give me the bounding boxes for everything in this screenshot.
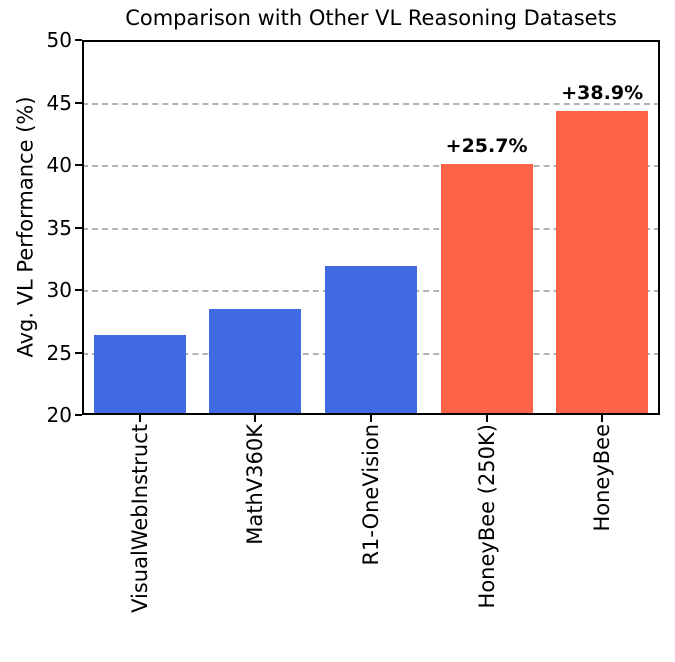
x-tick-mark xyxy=(485,415,488,422)
y-tick-mark xyxy=(75,39,82,41)
bar xyxy=(556,111,649,415)
bar xyxy=(440,163,533,415)
y-tick-mark xyxy=(75,351,82,354)
x-tick-label: VisualWebInstruct xyxy=(127,424,152,613)
x-tick-label: HoneyBee (250K) xyxy=(474,424,499,609)
x-tick-mark xyxy=(138,415,141,422)
x-tick-label: HoneyBee xyxy=(590,424,615,532)
x-tick-mark xyxy=(370,415,372,422)
y-tick-mark xyxy=(75,289,82,291)
bar xyxy=(93,335,186,415)
y-tick-label: 45 xyxy=(46,90,72,115)
gridline xyxy=(82,165,660,167)
gridline xyxy=(82,227,660,230)
chart-title: Comparison with Other VL Reasoning Datas… xyxy=(125,6,617,30)
y-tick-label: 50 xyxy=(46,28,72,52)
y-tick-mark xyxy=(75,414,82,416)
x-tick-label: R1-OneVision xyxy=(359,424,383,566)
y-tick-mark xyxy=(75,226,82,229)
bar xyxy=(325,266,417,415)
bar xyxy=(209,308,302,415)
bar-annotation: +38.9% xyxy=(561,82,644,105)
x-tick-mark xyxy=(254,415,257,422)
plot-area xyxy=(82,40,660,415)
y-tick-label: 40 xyxy=(46,153,72,177)
y-tick-label: 25 xyxy=(46,340,72,365)
y-tick-mark xyxy=(75,101,82,104)
bar-annotation: +25.7% xyxy=(445,134,528,157)
y-tick-label: 20 xyxy=(46,403,72,427)
x-tick-label: MathV360K xyxy=(243,424,268,545)
gridline xyxy=(82,102,660,105)
x-tick-mark xyxy=(601,415,604,422)
y-tick-label: 30 xyxy=(46,278,72,302)
y-tick-mark xyxy=(75,164,82,166)
y-tick-label: 35 xyxy=(46,215,72,240)
